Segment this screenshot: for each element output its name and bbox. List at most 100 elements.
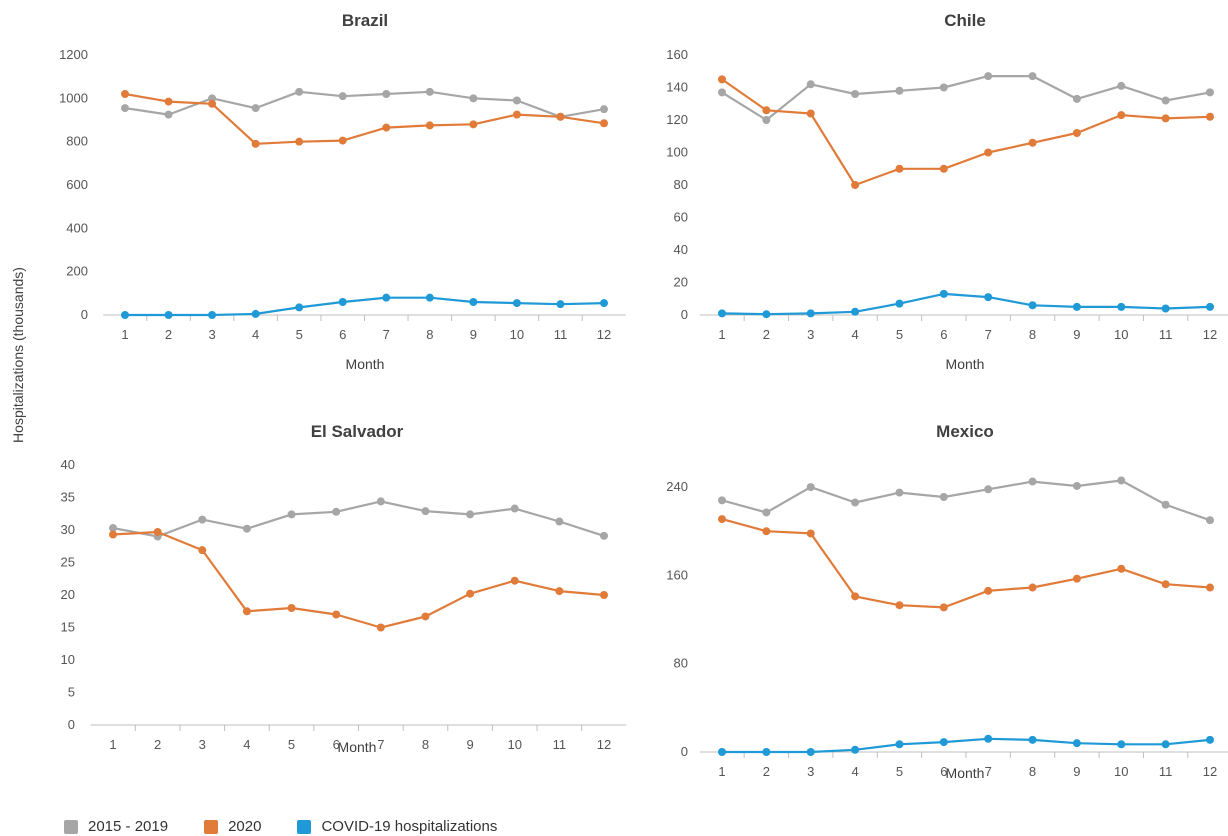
data-point [1206, 583, 1214, 592]
data-point [806, 80, 815, 89]
x-tick-label: 5 [896, 764, 903, 779]
data-point [939, 83, 948, 92]
x-tick-label: 9 [466, 737, 473, 752]
data-point [1161, 580, 1170, 589]
data-point [895, 164, 904, 173]
x-tick-label: 1 [121, 327, 128, 342]
data-point [1117, 111, 1126, 120]
data-point [466, 510, 475, 519]
data-point [382, 123, 391, 132]
data-point [512, 96, 521, 105]
x-tick-label: 11 [1159, 327, 1173, 342]
data-point [939, 289, 948, 298]
data-point [1117, 81, 1126, 90]
x-tick-label: 6 [339, 327, 346, 342]
data-point [939, 603, 948, 612]
chart-title: El Salvador [311, 422, 404, 441]
data-point [242, 607, 251, 616]
data-point [555, 517, 564, 526]
data-point [382, 90, 391, 98]
data-point [939, 738, 948, 747]
data-point [556, 300, 565, 309]
data-point [1161, 96, 1170, 105]
chart-title: Chile [944, 11, 986, 30]
series-line [112, 530, 605, 629]
x-tick-label: 3 [208, 327, 215, 342]
legend-item: COVID-19 hospitalizations [297, 818, 497, 835]
data-point [287, 604, 296, 612]
series-line [112, 500, 605, 538]
data-point [1117, 302, 1126, 311]
y-tick-label: 0 [681, 744, 688, 759]
data-point [718, 88, 726, 97]
x-tick-label: 3 [807, 764, 814, 779]
x-tick-label: 12 [597, 327, 611, 342]
data-point [512, 299, 521, 308]
x-tick-label: 6 [333, 737, 340, 752]
x-tick-label: 2 [763, 764, 770, 779]
data-point [600, 531, 608, 540]
data-point [762, 527, 771, 536]
data-point [762, 116, 771, 124]
data-point [198, 515, 207, 524]
data-point [425, 121, 434, 130]
data-point [1028, 301, 1037, 310]
y-tick-label: 0 [68, 717, 75, 732]
x-tick-label: 12 [1203, 764, 1217, 779]
data-point [295, 87, 304, 96]
data-point [806, 483, 815, 492]
data-point [1161, 500, 1170, 509]
x-tick-label: 10 [1114, 764, 1128, 779]
data-point [895, 601, 904, 610]
data-point [1206, 516, 1214, 525]
x-tick-label: 9 [1073, 327, 1080, 342]
data-point [600, 299, 608, 308]
data-point [421, 507, 430, 516]
y-tick-label: 120 [666, 112, 688, 127]
data-point [851, 592, 860, 601]
data-point [421, 612, 430, 621]
y-tick-label: 20 [674, 275, 688, 290]
legend-swatch [297, 819, 312, 834]
data-point [895, 740, 904, 749]
data-point [198, 546, 207, 555]
series-line [721, 518, 1211, 609]
data-point [295, 303, 304, 312]
y-tick-label: 140 [666, 80, 688, 95]
data-point [469, 298, 478, 306]
data-point [1072, 129, 1081, 137]
data-point [1072, 94, 1081, 103]
x-tick-label: 10 [1114, 327, 1128, 342]
data-point [1161, 304, 1170, 313]
data-point [939, 164, 948, 173]
y-tick-label: 800 [66, 134, 88, 149]
chart-title: Brazil [342, 11, 388, 30]
data-point [338, 136, 347, 145]
data-point [762, 508, 771, 517]
data-point [251, 309, 260, 318]
data-point [600, 591, 608, 599]
data-point [851, 745, 860, 754]
data-point [469, 94, 478, 103]
x-tick-label: 8 [1029, 764, 1036, 779]
x-tick-label: 3 [807, 327, 814, 342]
data-point [1161, 114, 1170, 123]
data-point [109, 530, 117, 539]
y-tick-label: 35 [61, 490, 75, 505]
x-tick-label: 5 [896, 327, 903, 342]
data-point [1072, 574, 1081, 583]
series-line [124, 90, 605, 118]
series-line [125, 296, 605, 317]
legend-label: 2020 [228, 818, 262, 835]
data-point [556, 112, 565, 121]
series-line [722, 737, 1211, 754]
y-tick-label: 200 [66, 264, 88, 279]
data-point [851, 181, 860, 189]
x-tick-label: 4 [851, 764, 858, 779]
x-tick-label: 8 [422, 737, 429, 752]
data-point [851, 498, 860, 507]
data-point [851, 90, 860, 98]
data-point [1028, 735, 1037, 744]
data-point [242, 524, 251, 533]
